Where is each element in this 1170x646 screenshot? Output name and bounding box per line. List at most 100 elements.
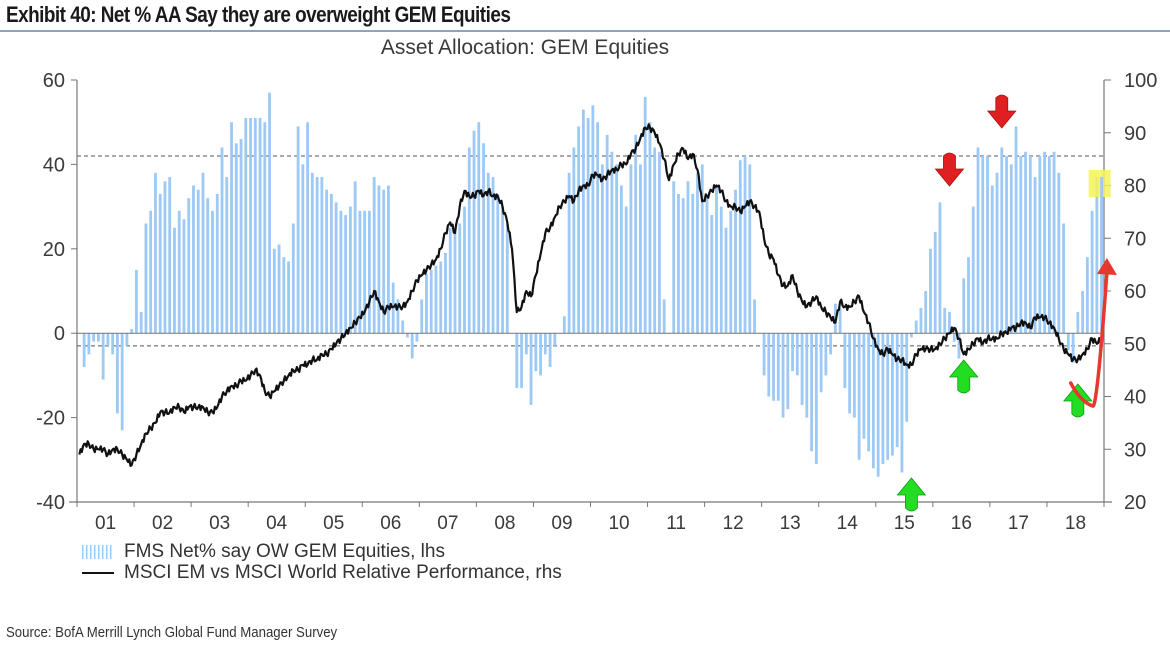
bar [472,130,476,334]
bar [501,206,504,334]
bar [120,333,124,431]
x-tick-label: 08 [494,513,515,534]
bar [425,274,428,334]
bar [857,333,861,460]
bar [620,185,623,334]
bar [154,172,157,334]
x-tick-label: 05 [323,513,344,534]
bar [453,231,457,334]
buy-signal-arrow [896,477,927,512]
bar [496,193,500,334]
bar [957,333,961,359]
bar [353,181,357,334]
bar [962,278,966,334]
legend-bar-swatch [82,544,114,559]
legend-item-line: MSCI EM vs MSCI World Relative Performan… [82,562,562,583]
x-tick-label: 14 [837,513,859,534]
bar [829,333,833,355]
bar [567,172,571,334]
bar [1033,177,1037,334]
bar [786,333,790,410]
left-tick-label: 20 [43,239,65,261]
bar [1095,177,1099,334]
annotations [896,94,1117,512]
bar [710,215,714,334]
bar [534,333,538,372]
right-tick-label: 60 [1124,281,1146,303]
bar [1047,155,1051,334]
bar [810,333,813,452]
bar [1005,155,1008,334]
buy-signal-arrow [948,359,979,394]
x-tick-label: 17 [1008,513,1029,534]
bar [130,328,134,334]
x-tick-label: 12 [723,513,744,534]
bar [139,312,143,334]
bar [596,122,600,334]
bar [301,164,305,334]
line-series [78,123,1103,467]
bar [734,189,737,334]
bar [415,333,419,342]
bar [700,164,704,334]
bar [639,164,642,334]
bar [605,134,609,334]
bar [125,333,129,346]
bar [677,193,680,334]
bar [591,105,595,334]
bar [363,210,367,334]
bar [572,147,576,334]
bar [724,227,728,334]
bar [691,193,695,334]
bar [225,177,229,334]
bar [705,198,709,334]
bar [738,160,742,334]
bar [586,117,590,334]
x-tick-label: 10 [608,513,629,534]
bar [339,210,343,334]
bar [872,333,875,469]
bar [524,333,528,355]
bar [310,172,314,334]
bar [406,333,409,338]
bar [1066,333,1070,351]
bar [253,117,257,334]
bar [329,193,333,334]
right-tick-label: 100 [1124,70,1157,92]
bar [420,299,424,334]
bar [234,143,238,334]
bar [348,206,352,334]
bar [215,193,219,334]
bar [206,198,210,334]
bar [467,147,471,334]
bar [867,333,871,452]
arrow-up-icon [948,359,979,394]
bar [891,333,894,456]
bar [948,312,951,334]
legend-label-bars: FMS Net% say OW GEM Equities, lhs [124,541,445,562]
bar [881,333,885,465]
sell-signal-arrow [986,94,1017,129]
bar [848,333,852,414]
left-tick-label: 40 [43,154,65,176]
x-tick-label: 07 [437,513,458,534]
bar [372,177,376,334]
bar [1081,291,1085,334]
bar [791,333,794,372]
bar [610,151,614,334]
source-note: Source: BofA Merrill Lynch Global Fund M… [6,624,338,641]
bar [743,155,747,334]
bar [577,126,581,334]
bar [387,185,390,334]
bar [196,189,200,334]
bar [258,117,262,334]
bar [553,333,557,346]
right-tick-label: 50 [1124,334,1146,356]
bar [282,257,286,334]
bar [244,117,248,334]
legend-line-swatch [82,571,114,574]
bar [696,172,699,334]
bar [358,210,362,334]
bar [776,333,780,401]
